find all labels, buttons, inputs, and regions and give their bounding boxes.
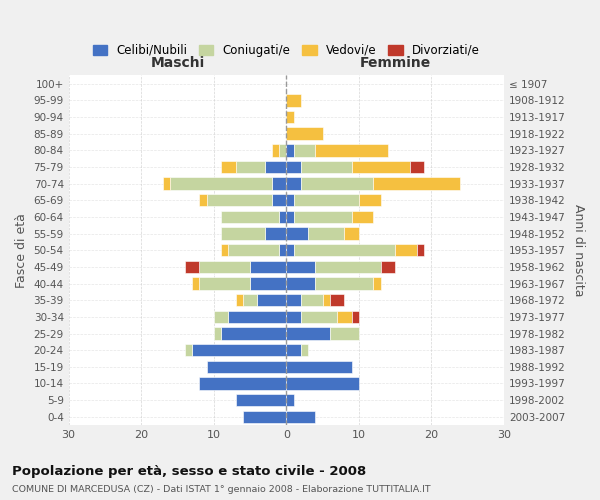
Bar (286, 278, 316, 290)
Bar (373, 278, 380, 290)
Bar (286, 410, 316, 423)
Bar (373, 178, 460, 190)
Bar (380, 260, 395, 273)
Bar (352, 310, 359, 323)
Bar (293, 144, 316, 156)
Bar (279, 210, 286, 223)
Bar (286, 244, 293, 256)
Text: COMUNE DI MARCEDUSA (CZ) - Dati ISTAT 1° gennaio 2008 - Elaborazione TUTTITALIA.: COMUNE DI MARCEDUSA (CZ) - Dati ISTAT 1°… (12, 485, 431, 494)
Bar (243, 294, 257, 306)
Bar (286, 260, 316, 273)
Bar (330, 294, 344, 306)
Bar (243, 410, 286, 423)
Bar (163, 178, 170, 190)
Bar (185, 260, 199, 273)
Bar (417, 244, 424, 256)
Bar (236, 294, 243, 306)
Bar (199, 194, 206, 206)
Bar (286, 294, 301, 306)
Bar (286, 344, 301, 356)
Bar (279, 244, 286, 256)
Bar (286, 310, 301, 323)
Bar (286, 360, 352, 373)
Bar (206, 194, 272, 206)
Bar (221, 244, 228, 256)
Bar (286, 178, 301, 190)
Bar (279, 144, 286, 156)
Bar (206, 360, 286, 373)
Y-axis label: Anni di nascita: Anni di nascita (572, 204, 585, 296)
Bar (228, 244, 279, 256)
Bar (352, 210, 373, 223)
Bar (323, 294, 330, 306)
Bar (293, 210, 352, 223)
Bar (214, 310, 228, 323)
Y-axis label: Fasce di età: Fasce di età (15, 213, 28, 288)
Bar (286, 228, 308, 240)
Bar (286, 394, 293, 406)
Bar (192, 344, 286, 356)
Bar (221, 228, 265, 240)
Bar (228, 310, 286, 323)
Bar (214, 328, 221, 340)
Bar (265, 160, 286, 173)
Legend: Celibi/Nubili, Coniugati/e, Vedovi/e, Divorziati/e: Celibi/Nubili, Coniugati/e, Vedovi/e, Di… (88, 39, 485, 62)
Text: Popolazione per età, sesso e stato civile - 2008: Popolazione per età, sesso e stato civil… (12, 464, 366, 477)
Bar (272, 178, 286, 190)
Bar (236, 160, 265, 173)
Bar (316, 278, 373, 290)
Bar (192, 278, 199, 290)
Bar (301, 344, 308, 356)
Bar (286, 328, 330, 340)
Bar (286, 144, 293, 156)
Bar (352, 160, 410, 173)
Bar (286, 128, 323, 140)
Bar (221, 328, 286, 340)
Bar (272, 144, 279, 156)
Text: Femmine: Femmine (359, 56, 431, 70)
Bar (330, 328, 359, 340)
Bar (286, 194, 293, 206)
Bar (359, 194, 380, 206)
Bar (410, 160, 424, 173)
Bar (199, 278, 250, 290)
Bar (250, 278, 286, 290)
Bar (344, 228, 359, 240)
Bar (301, 310, 337, 323)
Bar (316, 144, 388, 156)
Bar (301, 160, 352, 173)
Bar (250, 260, 286, 273)
Bar (170, 178, 272, 190)
Text: Maschi: Maschi (151, 56, 205, 70)
Bar (316, 260, 380, 273)
Bar (293, 244, 395, 256)
Bar (221, 210, 279, 223)
Bar (337, 310, 352, 323)
Bar (286, 94, 301, 106)
Bar (221, 160, 236, 173)
Bar (286, 160, 301, 173)
Bar (185, 344, 192, 356)
Bar (257, 294, 286, 306)
Bar (286, 210, 293, 223)
Bar (293, 194, 359, 206)
Bar (265, 228, 286, 240)
Bar (286, 110, 293, 123)
Bar (301, 294, 323, 306)
Bar (395, 244, 417, 256)
Bar (236, 394, 286, 406)
Bar (199, 377, 286, 390)
Bar (286, 377, 359, 390)
Bar (308, 228, 344, 240)
Bar (272, 194, 286, 206)
Bar (301, 178, 373, 190)
Bar (199, 260, 250, 273)
